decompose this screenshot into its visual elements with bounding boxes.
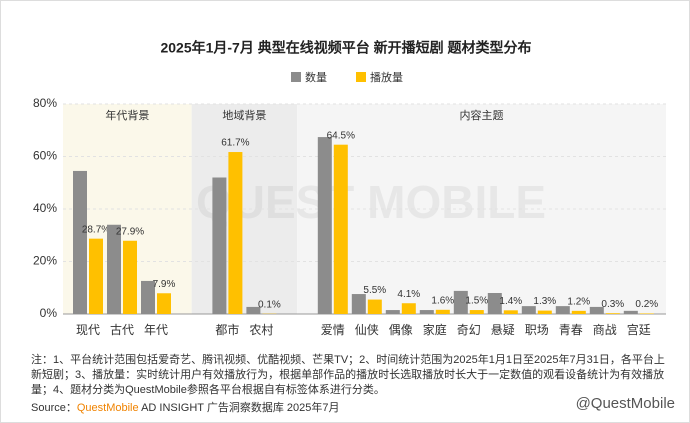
- x-tick-label: 都市: [215, 322, 239, 337]
- value-label: 1.5%: [465, 296, 488, 307]
- y-tick-label: 80%: [33, 96, 57, 110]
- source-rest: AD INSIGHT 广告洞察数据库 2025年7月: [138, 402, 340, 414]
- y-tick-label: 20%: [33, 254, 57, 268]
- x-tick-label: 农村: [249, 323, 273, 337]
- x-tick-label: 悬疑: [491, 322, 515, 337]
- x-tick-label: 青春: [559, 323, 583, 337]
- bar: [537, 310, 552, 314]
- value-label: 7.9%: [153, 279, 176, 290]
- bar: [367, 299, 382, 314]
- bar: [419, 310, 434, 314]
- x-tick-label: 商战: [593, 322, 617, 337]
- legend-swatch: [291, 72, 301, 82]
- credit: @QuestMobile: [575, 395, 675, 412]
- legend-swatch: [356, 72, 366, 82]
- bar: [639, 313, 654, 314]
- value-label: 64.5%: [327, 130, 355, 141]
- x-tick-label: 职场: [525, 323, 549, 337]
- bar: [435, 309, 450, 314]
- legend-label: 播放量: [370, 70, 403, 84]
- bar: [123, 240, 137, 314]
- bar: [555, 306, 570, 314]
- value-label: 27.9%: [116, 226, 144, 237]
- bar: [212, 177, 227, 314]
- x-tick-label: 古代: [110, 322, 134, 337]
- group-label: 年代背景: [105, 108, 149, 122]
- bar: [89, 238, 103, 314]
- y-tick-label: 60%: [33, 149, 57, 163]
- group-label: 内容主题: [460, 108, 504, 122]
- bar: [453, 290, 468, 314]
- bar: [141, 280, 155, 314]
- x-tick-label: 爱情: [321, 323, 345, 337]
- value-label: 28.7%: [82, 224, 110, 235]
- y-tick-label: 0%: [40, 306, 58, 320]
- bar: [228, 152, 243, 314]
- bar: [521, 306, 536, 314]
- bar: [469, 310, 484, 314]
- value-label: 1.3%: [533, 296, 556, 307]
- bar: [351, 294, 366, 314]
- source-brand: QuestMobile: [76, 402, 139, 414]
- bar: [385, 310, 400, 314]
- bar: [623, 310, 638, 314]
- bar: [333, 144, 348, 314]
- x-tick-label: 偶像: [389, 323, 413, 337]
- bar: [589, 306, 604, 314]
- value-label: 0.1%: [258, 299, 281, 310]
- x-tick-label: 年代: [144, 323, 168, 337]
- bar: [571, 310, 586, 314]
- bar: [73, 170, 87, 314]
- bar: [605, 313, 620, 314]
- chart-title: 2025年1月-7月 典型在线视频平台 新开播短剧 题材类型分布: [160, 40, 531, 56]
- x-tick-label: 家庭: [423, 322, 447, 337]
- legend-label: 数量: [305, 71, 327, 84]
- value-label: 0.3%: [601, 299, 624, 310]
- group-label: 地域背景: [222, 108, 266, 122]
- value-label: 0.2%: [635, 299, 658, 310]
- note: 注：1、平台统计范围包括爱奇艺、腾讯视频、优酷视频、芒果TV；2、时间统计范围为…: [31, 354, 665, 396]
- source: Source：QuestMobile AD INSIGHT 广告洞察数据库 20…: [31, 399, 340, 415]
- bar: [107, 224, 121, 314]
- y-tick-label: 40%: [33, 201, 57, 215]
- value-label: 1.4%: [499, 296, 522, 307]
- bar: [157, 293, 171, 314]
- value-label: 1.6%: [431, 295, 454, 306]
- x-tick-label: 宫廷: [627, 322, 651, 337]
- value-label: 1.2%: [567, 296, 590, 307]
- source-prefix: Source：: [31, 402, 77, 414]
- bar: [246, 306, 261, 314]
- watermark: QUEST MOBILE: [196, 176, 546, 228]
- bar: [401, 303, 416, 314]
- value-label: 4.1%: [397, 289, 420, 300]
- x-tick-label: 仙侠: [355, 323, 379, 337]
- bar: [317, 137, 332, 314]
- bar: [487, 293, 502, 314]
- x-tick-label: 现代: [76, 323, 100, 337]
- bar: [503, 310, 518, 314]
- value-label: 61.7%: [221, 138, 249, 149]
- value-label: 5.5%: [363, 285, 386, 296]
- x-tick-label: 奇幻: [457, 323, 481, 337]
